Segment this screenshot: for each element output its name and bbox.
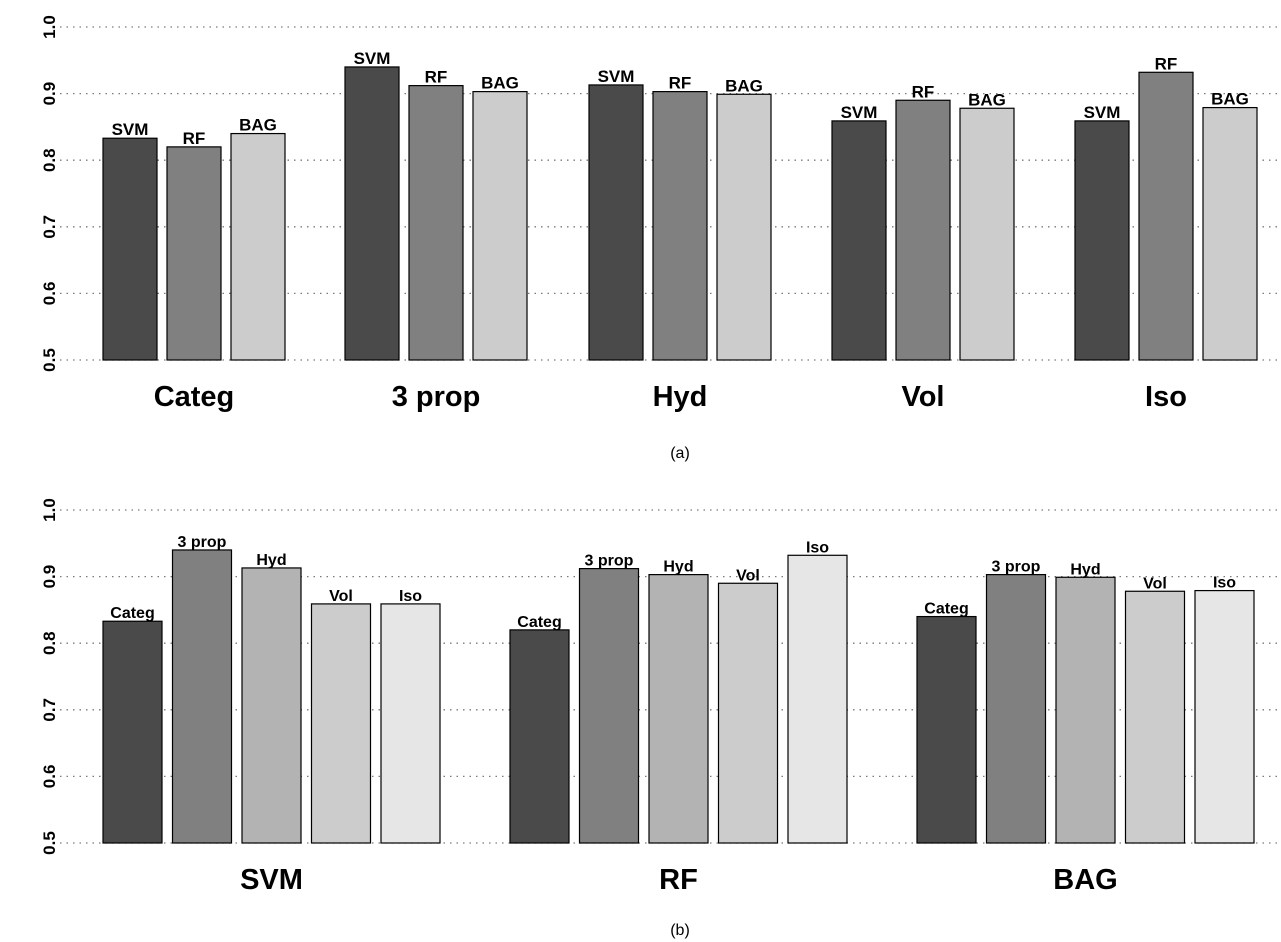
bar-label: Hyd bbox=[663, 559, 693, 576]
group-label: Iso bbox=[1145, 381, 1187, 413]
bar-label: BAG bbox=[239, 116, 277, 135]
y-tick-label: 0.6 bbox=[40, 282, 59, 306]
bar bbox=[509, 629, 570, 844]
bar-label: Iso bbox=[1213, 575, 1236, 592]
bar-label: RF bbox=[1155, 54, 1178, 73]
bar bbox=[717, 582, 779, 844]
bar-label: SVM bbox=[1084, 103, 1121, 122]
bar-label: RF bbox=[912, 82, 935, 101]
bar-label: SVM bbox=[598, 67, 635, 86]
bar bbox=[985, 574, 1047, 844]
bar bbox=[171, 549, 233, 844]
bar-label: Vol bbox=[329, 588, 353, 605]
bar-label: BAG bbox=[1211, 90, 1249, 109]
bar bbox=[588, 84, 644, 361]
bar-label: SVM bbox=[354, 49, 391, 68]
bar-label: Vol bbox=[736, 567, 760, 584]
bar-label: BAG bbox=[481, 74, 519, 93]
bar-label: Categ bbox=[924, 601, 968, 618]
bar-label: BAG bbox=[725, 76, 763, 95]
y-tick-label: 0.9 bbox=[40, 82, 59, 106]
bar-label: 3 prop bbox=[992, 559, 1041, 576]
bar-label: 3 prop bbox=[585, 553, 634, 570]
bar bbox=[916, 615, 977, 844]
bar-label: Vol bbox=[1143, 575, 1167, 592]
chart-panel-2: 0.5 0.6 0.7 0.8 0.9 1.0 Categ 3 prop Hyd Vol Iso SV… bbox=[40, 498, 1281, 939]
bar bbox=[787, 554, 848, 844]
bar bbox=[472, 91, 528, 361]
group-label: Categ bbox=[154, 381, 235, 413]
bar-label: Iso bbox=[806, 539, 829, 556]
group-label: 3 prop bbox=[392, 381, 481, 413]
bar bbox=[1055, 576, 1116, 844]
bar-label: Categ bbox=[517, 614, 561, 631]
bar-label: Hyd bbox=[256, 552, 286, 569]
y-tick-label: 0.8 bbox=[40, 148, 59, 172]
bar bbox=[102, 620, 163, 844]
bar bbox=[380, 603, 441, 844]
group-label: Hyd bbox=[653, 381, 708, 413]
panel-label: (b) bbox=[670, 922, 690, 939]
bar-label: Iso bbox=[399, 588, 422, 605]
bar-label: BAG bbox=[968, 90, 1006, 109]
group-label: Vol bbox=[902, 381, 945, 413]
y-tick-label: 0.8 bbox=[40, 631, 59, 655]
bar-label: Categ bbox=[110, 605, 154, 622]
y-tick-label: 0.6 bbox=[40, 765, 59, 789]
bar-label: SVM bbox=[841, 103, 878, 122]
bar bbox=[310, 603, 372, 844]
bar bbox=[1194, 589, 1255, 844]
y-tick-label: 0.5 bbox=[40, 348, 59, 372]
y-tick-label: 0.7 bbox=[40, 215, 59, 239]
y-tick-label: 1.0 bbox=[40, 498, 59, 522]
bar bbox=[652, 91, 708, 361]
bar bbox=[895, 99, 951, 361]
bar bbox=[102, 137, 158, 361]
y-tick-label: 0.7 bbox=[40, 698, 59, 722]
bar-label: Hyd bbox=[1070, 561, 1100, 578]
bar-label: RF bbox=[669, 74, 692, 93]
bar bbox=[1074, 120, 1130, 361]
bar bbox=[230, 132, 286, 361]
bar-label: SVM bbox=[112, 120, 149, 139]
bar bbox=[831, 120, 887, 361]
y-tick-label: 0.9 bbox=[40, 565, 59, 589]
bar bbox=[241, 567, 302, 844]
bar bbox=[1202, 106, 1258, 361]
y-tick-label: 0.5 bbox=[40, 831, 59, 855]
y-tick-label: 1.0 bbox=[40, 15, 59, 39]
bar-label: RF bbox=[425, 68, 448, 87]
group-label: BAG bbox=[1053, 864, 1117, 896]
bar bbox=[344, 66, 400, 361]
bar bbox=[408, 85, 464, 361]
bar-label: 3 prop bbox=[178, 534, 227, 551]
bar bbox=[578, 568, 640, 844]
bar bbox=[716, 93, 772, 361]
group-label: SVM bbox=[240, 864, 303, 896]
bar bbox=[1138, 71, 1194, 361]
chart-panel-1: 0.5 0.6 0.7 0.8 0.9 1.0 SVM RF BAG Categ SVM RF BAG 3… bbox=[40, 15, 1281, 462]
bar bbox=[959, 107, 1015, 361]
bar-label: RF bbox=[183, 129, 206, 148]
bar bbox=[1124, 590, 1186, 844]
panel-label: (a) bbox=[670, 445, 690, 462]
group-label: RF bbox=[659, 864, 698, 896]
bar bbox=[166, 146, 222, 361]
bar bbox=[648, 574, 709, 844]
